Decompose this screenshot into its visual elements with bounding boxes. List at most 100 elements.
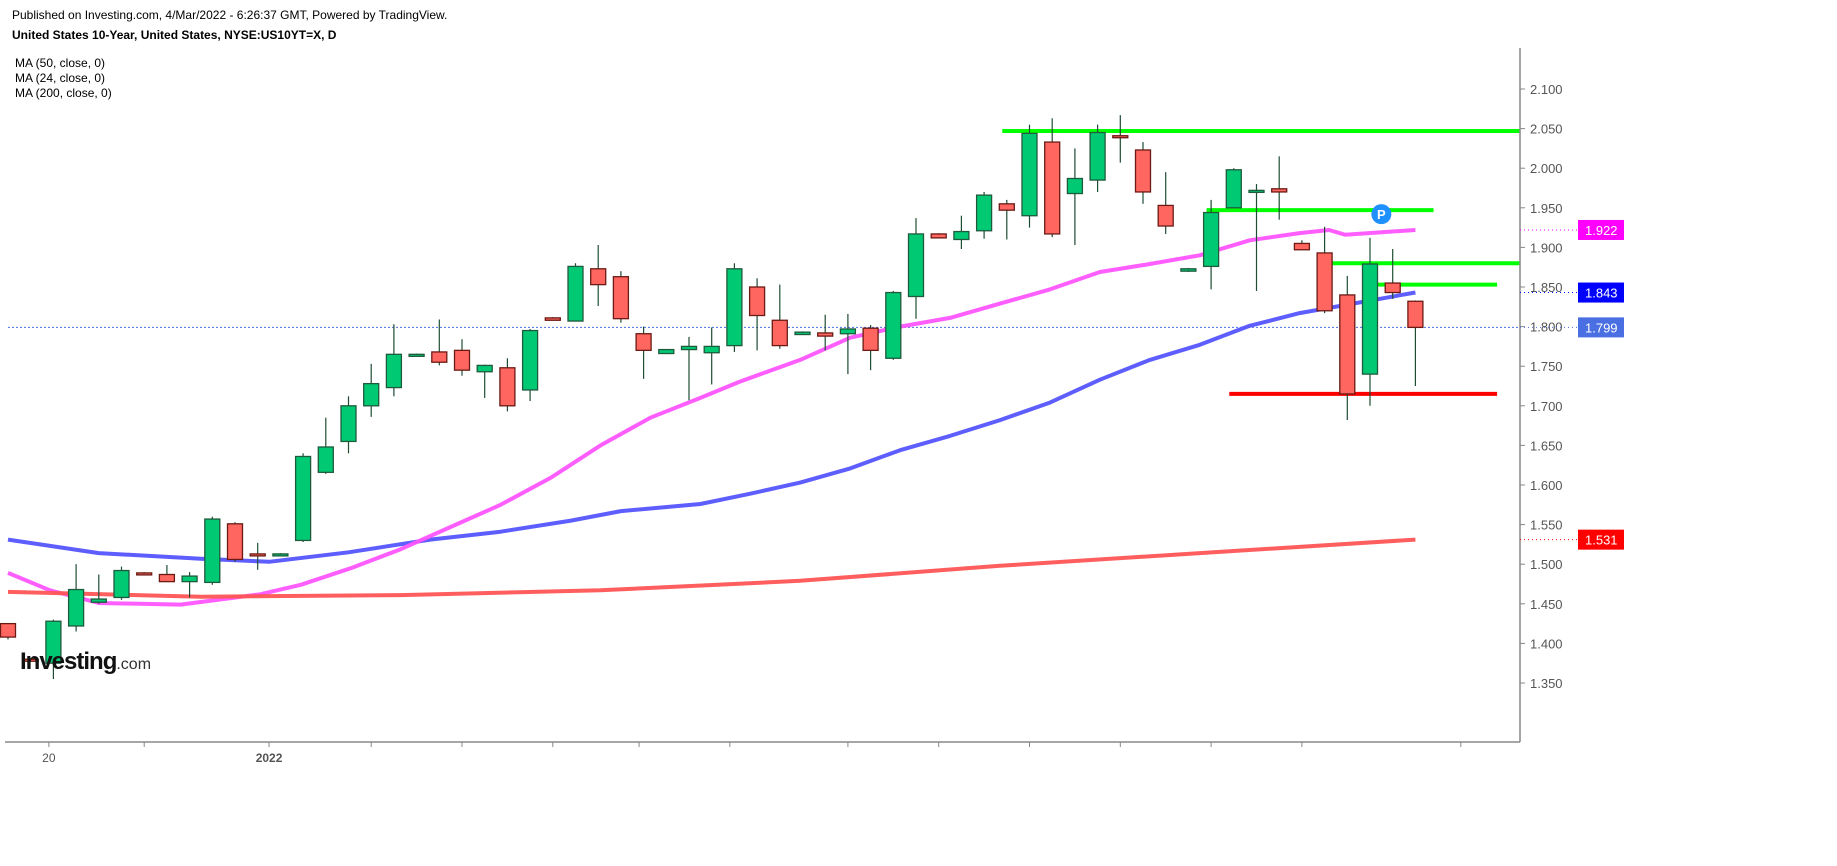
candle-body-down [1407, 300, 1424, 329]
candle [590, 245, 607, 307]
price-tag-label: 1.843 [1585, 286, 1618, 301]
candle [953, 215, 970, 249]
candle-body-up [204, 518, 221, 584]
p-marker-label: P [1377, 207, 1386, 222]
candle-body-up [1225, 169, 1242, 209]
candle [204, 516, 221, 585]
candle [1361, 237, 1379, 406]
candle [1248, 184, 1265, 291]
candle [794, 331, 811, 336]
candle [1339, 275, 1356, 421]
legend-ma50[interactable]: MA (50, close, 0) [15, 56, 106, 70]
y-tick-label: 1.700 [1530, 399, 1563, 414]
chart-title: United States 10-Year, United States, NY… [12, 28, 337, 42]
logo-suffix: .com [116, 656, 152, 673]
y-tick-label: 1.500 [1530, 557, 1563, 572]
candle-body-down [1293, 242, 1311, 251]
y-tick-label: 2.050 [1530, 122, 1563, 137]
candle [340, 396, 357, 454]
candle-body-down [453, 349, 471, 371]
candle-body-up [1248, 189, 1265, 194]
legend-ma24[interactable]: MA (24, close, 0) [15, 71, 106, 85]
candle [385, 324, 403, 397]
candle-body-up [839, 328, 857, 335]
candle [612, 271, 630, 323]
candle-body-down [612, 276, 630, 320]
candle-body-up [294, 455, 312, 542]
candle-body-down [22, 658, 39, 662]
candle-body-down [1339, 294, 1356, 395]
candle-body-up [340, 405, 357, 443]
candle-body-up [567, 265, 584, 322]
candle-body-down [431, 351, 448, 363]
candle [1021, 124, 1038, 228]
candle [726, 263, 743, 352]
candle [67, 564, 85, 632]
candle-body-down [1157, 204, 1174, 227]
candle-body-up [90, 598, 107, 603]
y-tick-label: 1.750 [1530, 359, 1563, 374]
candle-body-down [136, 572, 153, 576]
candle [431, 319, 448, 366]
candle-body-down [635, 333, 652, 352]
y-tick-label: 1.950 [1530, 201, 1563, 216]
candle-body-up [385, 353, 403, 389]
ma-line-0 [7, 290, 1416, 564]
candle-body-down [158, 573, 176, 583]
y-tick-label: 1.900 [1530, 240, 1563, 255]
candle-body-up [1180, 268, 1197, 272]
x-tick-label: 20 [42, 751, 56, 765]
candle-body-up [363, 382, 380, 407]
axes: 2.100 2.050 2.000 1.950 1.900 1.850 1.800 1.750… [5, 48, 1563, 765]
candle [22, 658, 39, 662]
candle-body-down [1044, 141, 1061, 235]
candle [272, 553, 289, 557]
candle [1293, 240, 1311, 251]
horizontal-lines [8, 128, 1520, 396]
candle-body-down [226, 523, 244, 561]
candle-body-up [885, 291, 902, 359]
y-tick-label: 1.550 [1530, 518, 1563, 533]
candle-body-up [726, 268, 743, 347]
candle-body-down [748, 286, 766, 317]
candle [294, 453, 312, 543]
candle [453, 339, 471, 376]
candle-body-down [590, 268, 607, 286]
candle-body-down [0, 622, 17, 638]
candle [408, 353, 425, 357]
candle [499, 358, 516, 412]
x-tick-label: 2022 [256, 751, 283, 765]
candle [748, 278, 766, 351]
legend-ma200[interactable]: MA (200, close, 0) [15, 86, 112, 100]
price-tag-bg [1578, 529, 1624, 550]
candle-body-down [1134, 149, 1152, 193]
candle-body-down [544, 317, 561, 321]
candle-body-up [476, 364, 493, 373]
candle [1271, 156, 1288, 220]
candle-body-up [703, 345, 720, 354]
candle [181, 572, 198, 598]
candle [1157, 172, 1174, 234]
candle-body-up [1202, 211, 1220, 268]
price-tag: 1.799 [1520, 317, 1624, 338]
candle [862, 325, 879, 371]
candle [998, 199, 1015, 240]
candle [317, 417, 334, 474]
candle [975, 191, 993, 239]
price-tag-bg [1578, 317, 1624, 338]
candle-body-down [1384, 282, 1401, 294]
candle [817, 314, 834, 351]
y-tick-label: 1.400 [1530, 636, 1563, 651]
candle [1066, 148, 1084, 246]
price-tag-label: 1.799 [1585, 320, 1618, 335]
price-tag: 1.843 [1520, 282, 1624, 303]
candle [1316, 226, 1333, 314]
candle-body-down [1271, 188, 1288, 193]
y-tick-label: 1.450 [1530, 597, 1563, 612]
price-tag-bg [1578, 219, 1624, 240]
candle [226, 522, 244, 562]
published-info: Published on Investing.com, 4/Mar/2022 -… [12, 8, 448, 22]
price-tag-label: 1.922 [1585, 223, 1618, 238]
candle [635, 326, 652, 379]
